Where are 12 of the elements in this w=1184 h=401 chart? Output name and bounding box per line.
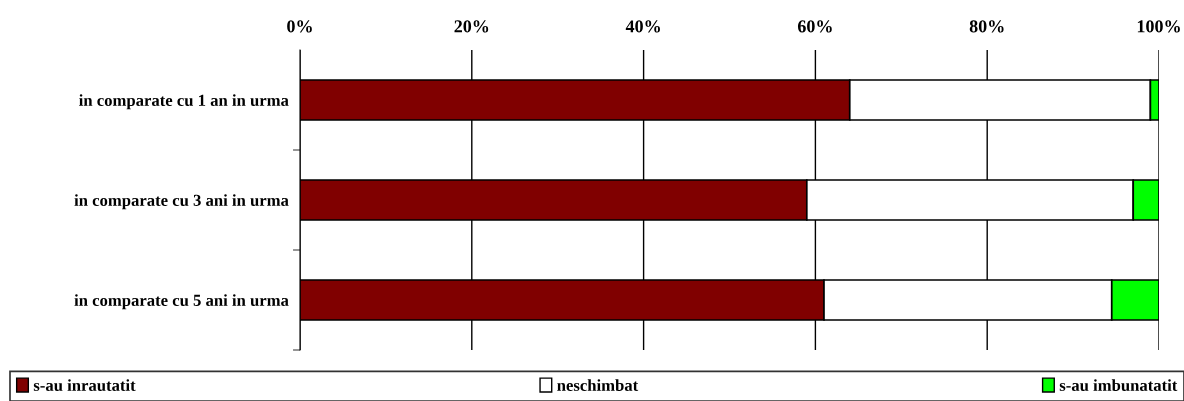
x-tick-label: 60%	[797, 20, 832, 33]
y-tick-label: in comparate cu 3 ani in urma	[74, 194, 289, 210]
x-tick-label: 20%	[454, 20, 489, 33]
legend-label: s-au imbunatatit	[1059, 379, 1178, 391]
x-tick-label: 100%	[1137, 20, 1180, 33]
legend-label: neschimbat	[557, 379, 639, 391]
x-tick-label: 40%	[625, 20, 660, 33]
y-tick-label: in comparate cu 5 ani in urma	[74, 294, 289, 310]
x-tick-label: 0%	[287, 20, 312, 33]
y-tick-label: in comparate cu 1 an in urma	[79, 94, 289, 110]
x-tick-label: 80%	[969, 20, 1004, 33]
legend-label: s-au inrautatit	[33, 379, 136, 391]
